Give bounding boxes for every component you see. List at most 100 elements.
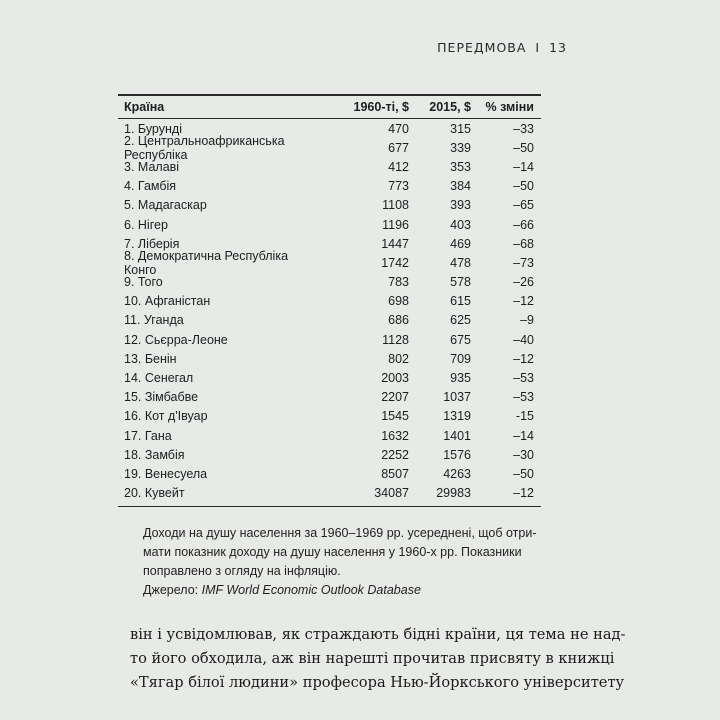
cell-percent-change: –73 — [513, 255, 534, 270]
cell-percent-change: –53 — [513, 390, 534, 405]
cell-percent-change: -15 — [515, 409, 534, 424]
cell-value-2015: 469 — [450, 236, 471, 251]
table-row: 19. Венесуела 8507 4263 –50 — [118, 464, 541, 483]
cell-percent-change: –33 — [513, 121, 534, 136]
page-number: 13 — [549, 40, 567, 55]
cell-value-1960s: 34087 — [374, 486, 409, 501]
cell-value-2015: 1401 — [443, 428, 471, 443]
cell-country: 2. Центральноафриканська Республіка — [124, 133, 285, 162]
separator: I — [535, 40, 541, 55]
cell-percent-change: –12 — [513, 294, 534, 309]
cell-value-1960s: 2003 — [381, 371, 409, 386]
cell-value-1960s: 1447 — [381, 236, 409, 251]
cell-country: 7. Ліберія — [124, 236, 180, 251]
cell-country: 14. Сенегал — [124, 371, 194, 386]
cell-value-1960s: 773 — [388, 179, 409, 194]
section-title: ПЕРЕДМОВА — [437, 40, 527, 55]
table-row: 10. Афганістан 698 615 –12 — [118, 292, 541, 311]
source-name: IMF World Economic Outlook Database — [201, 583, 421, 597]
cell-country: 10. Афганістан — [124, 294, 211, 309]
body-line: він і усвідомлював, як страждають бідні … — [130, 626, 626, 643]
table-row: 3. Малаві 412 353 –14 — [118, 157, 541, 176]
table-row: 1. Бурунді 470 315 –33 — [118, 119, 541, 138]
cell-country: 9. Того — [124, 275, 163, 290]
cell-percent-change: –50 — [513, 466, 534, 481]
table-row: 6. Нігер 1196 403 –66 — [118, 215, 541, 234]
body-line: то його обходила, аж він нарешті прочита… — [130, 650, 615, 667]
cell-percent-change: –50 — [513, 179, 534, 194]
note-line: поправлено з огляду на інфляцію. — [143, 564, 341, 578]
cell-value-2015: 1037 — [443, 390, 471, 405]
cell-percent-change: –9 — [520, 313, 534, 328]
cell-value-1960s: 677 — [388, 140, 409, 155]
table-row: 2. Центральноафриканська Республіка 677 33… — [118, 134, 541, 162]
cell-country: 16. Кот д'Івуар — [124, 409, 208, 424]
cell-value-1960s: 1108 — [382, 198, 409, 213]
table-row: 18. Замбія 2252 1576 –30 — [118, 445, 541, 464]
income-table: Країна 1960-ті, $ 2015, $ % зміни 1. Бур… — [118, 94, 541, 507]
cell-percent-change: –14 — [513, 159, 534, 174]
cell-country: 11. Уганда — [124, 313, 184, 328]
table-row: 4. Гамбія 773 384 –50 — [118, 177, 541, 196]
cell-country: 20. Кувейт — [124, 486, 185, 501]
cell-country: 12. Сьєрра-Леоне — [124, 332, 228, 347]
cell-value-1960s: 412 — [388, 159, 409, 174]
table-note: Доходи на душу населення за 1960–1969 рр… — [143, 524, 563, 600]
cell-value-2015: 339 — [450, 140, 471, 155]
cell-value-1960s: 1196 — [382, 217, 409, 232]
note-line: Доходи на душу населення за 1960–1969 рр… — [143, 526, 537, 540]
body-text: він і усвідомлював, як страждають бідні … — [130, 623, 626, 695]
cell-value-2015: 384 — [450, 179, 471, 194]
column-header-2015: 2015, $ — [429, 100, 471, 114]
cell-value-2015: 675 — [450, 332, 471, 347]
table-header: Країна 1960-ті, $ 2015, $ % зміни — [118, 94, 541, 119]
column-header-change: % зміни — [485, 100, 534, 114]
table-row: 20. Кувейт 34087 29983 –12 — [118, 484, 541, 503]
cell-country: 15. Зімбабве — [124, 390, 199, 405]
cell-country: 5. Мадагаскар — [124, 198, 207, 213]
cell-value-2015: 625 — [450, 313, 471, 328]
table-row: 9. Того 783 578 –26 — [118, 273, 541, 292]
table-row: 15. Зімбабве 2207 1037 –53 — [118, 388, 541, 407]
cell-value-2015: 935 — [450, 371, 471, 386]
cell-value-2015: 1319 — [443, 409, 471, 424]
table-row: 8. Демократична Республіка Конго 1742 478 –… — [118, 249, 541, 277]
cell-percent-change: –26 — [513, 275, 534, 290]
cell-value-1960s: 1128 — [382, 332, 409, 347]
cell-value-1960s: 802 — [388, 351, 409, 366]
table-row: 7. Ліберія 1447 469 –68 — [118, 234, 541, 253]
cell-country: 1. Бурунді — [124, 121, 182, 136]
table-body: 1. Бурунді 470 315 –33 2. Центральноафриканс… — [118, 119, 541, 503]
cell-country: 6. Нігер — [124, 217, 168, 232]
cell-value-1960s: 686 — [388, 313, 409, 328]
cell-percent-change: –65 — [513, 198, 534, 213]
cell-percent-change: –30 — [513, 447, 534, 462]
cell-value-2015: 403 — [450, 217, 471, 232]
cell-country: 19. Венесуела — [124, 466, 208, 481]
cell-value-2015: 478 — [450, 255, 471, 270]
cell-value-1960s: 1742 — [381, 255, 409, 270]
table-bottom-rule — [118, 505, 541, 507]
cell-value-1960s: 2252 — [381, 447, 409, 462]
cell-percent-change: –40 — [513, 332, 534, 347]
table-row: 16. Кот д'Івуар 1545 1319 -15 — [118, 407, 541, 426]
cell-value-2015: 709 — [450, 351, 471, 366]
table-row: 12. Сьєрра-Леоне 1128 675 –40 — [118, 330, 541, 349]
cell-country: 17. Гана — [124, 428, 172, 443]
note-source: Джерело: IMF World Economic Outlook Data… — [143, 581, 563, 600]
cell-percent-change: –14 — [513, 428, 534, 443]
table-row: 17. Гана 1632 1401 –14 — [118, 426, 541, 445]
cell-country: 8. Демократична Республіка Конго — [124, 248, 289, 277]
table-row: 13. Бенін 802 709 –12 — [118, 349, 541, 368]
cell-percent-change: –66 — [513, 217, 534, 232]
cell-value-1960s: 1632 — [381, 428, 409, 443]
cell-value-2015: 615 — [450, 294, 471, 309]
source-label: Джерело: — [143, 583, 202, 597]
body-line: «Тягар білої людини» професора Нью-Йоркс… — [130, 674, 625, 691]
cell-percent-change: –12 — [513, 486, 534, 501]
cell-value-1960s: 2207 — [381, 390, 409, 405]
running-head: ПЕРЕДМОВА I 13 — [437, 40, 567, 55]
cell-value-2015: 393 — [450, 198, 471, 213]
cell-value-2015: 4263 — [443, 466, 471, 481]
cell-country: 4. Гамбія — [124, 179, 177, 194]
